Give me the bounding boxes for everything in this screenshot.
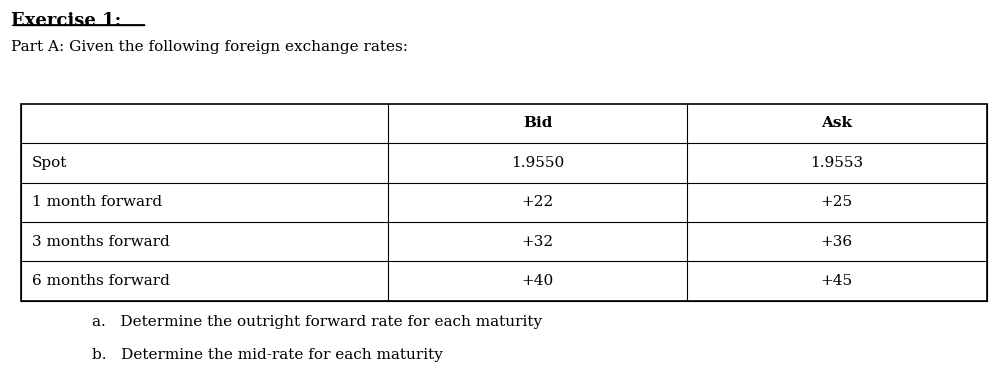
Text: 1 month forward: 1 month forward <box>31 195 161 209</box>
Text: b.   Determine the mid-rate for each maturity: b. Determine the mid-rate for each matur… <box>92 348 443 362</box>
Text: Ask: Ask <box>822 116 853 130</box>
Text: Spot: Spot <box>31 156 67 170</box>
Text: +22: +22 <box>522 195 554 209</box>
Text: a.   Determine the outright forward rate for each maturity: a. Determine the outright forward rate f… <box>92 315 542 329</box>
Text: Part A: Given the following foreign exchange rates:: Part A: Given the following foreign exch… <box>11 40 408 54</box>
Text: 1.9550: 1.9550 <box>511 156 564 170</box>
Text: 6 months forward: 6 months forward <box>31 274 169 288</box>
FancyBboxPatch shape <box>21 104 987 301</box>
Text: Exercise 1:: Exercise 1: <box>11 13 122 30</box>
Text: +36: +36 <box>821 235 853 249</box>
Text: +40: +40 <box>522 274 554 288</box>
Text: 3 months forward: 3 months forward <box>31 235 169 249</box>
Text: +25: +25 <box>821 195 853 209</box>
Text: +45: +45 <box>821 274 853 288</box>
Text: +32: +32 <box>522 235 553 249</box>
Text: 1.9553: 1.9553 <box>810 156 864 170</box>
Text: Bid: Bid <box>523 116 552 130</box>
